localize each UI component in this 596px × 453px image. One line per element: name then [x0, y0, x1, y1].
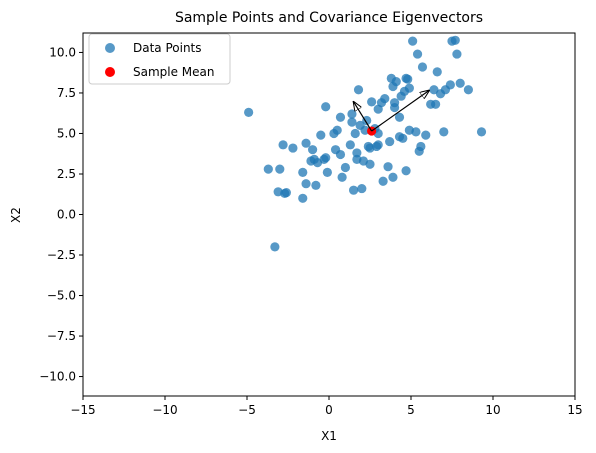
data-point [301, 138, 311, 148]
data-point [311, 180, 321, 190]
data-point [298, 167, 308, 177]
legend-marker-sample-mean [105, 67, 115, 77]
legend-marker-data-points [105, 43, 115, 53]
data-point [373, 140, 383, 150]
data-point [347, 109, 357, 119]
data-point [476, 127, 487, 137]
data-point [270, 242, 280, 252]
y-tick-label: 5.0 [57, 126, 76, 140]
x-tick-label: 15 [567, 403, 582, 417]
x-tick-label: 5 [407, 403, 415, 417]
data-point [450, 35, 460, 45]
y-axis-label: X2 [9, 207, 23, 223]
data-point [416, 141, 426, 152]
data-point [408, 36, 418, 46]
data-point [411, 127, 421, 137]
x-tick-label: −15 [70, 403, 95, 417]
data-point [432, 67, 442, 77]
data-point [301, 179, 311, 189]
data-point [353, 85, 364, 95]
legend-label-data-points: Data Points [133, 41, 202, 55]
data-point [385, 136, 395, 147]
y-tick-label: 0.0 [57, 208, 76, 222]
x-tick-label: −10 [152, 403, 177, 417]
y-tick-label: −5.0 [47, 289, 76, 303]
y-tick-label: −7.5 [47, 329, 76, 343]
data-point [417, 62, 428, 72]
data-point [352, 148, 362, 158]
data-point [431, 99, 441, 109]
data-point [362, 115, 372, 126]
data-point [404, 83, 414, 93]
data-point [388, 172, 398, 182]
data-point [350, 128, 360, 139]
data-point [394, 112, 405, 122]
data-point [321, 153, 331, 163]
eigenvector-arrow-2 [354, 102, 373, 132]
data-point [345, 140, 355, 150]
data-point [316, 130, 326, 140]
legend: Data Points Sample Mean [88, 33, 231, 85]
chart-title: Sample Points and Covariance Eigenvector… [175, 10, 483, 26]
data-point [332, 125, 342, 135]
data-point [367, 97, 377, 107]
x-tick-label: 0 [325, 403, 333, 417]
data-point [308, 145, 318, 155]
y-tick-label: 2.5 [57, 167, 76, 181]
x-tick-label: 10 [485, 403, 500, 417]
data-point [288, 143, 298, 153]
data-point [403, 74, 413, 84]
data-point [357, 183, 367, 194]
legend-label-sample-mean: Sample Mean [133, 65, 215, 79]
data-point [439, 127, 449, 137]
x-axis-label: X1 [321, 429, 337, 443]
data-point [280, 188, 290, 199]
data-point [412, 49, 423, 59]
data-point [401, 166, 411, 176]
y-tick-label: 10.0 [49, 45, 76, 59]
data-point [244, 107, 254, 118]
data-point [452, 49, 462, 59]
data-point [365, 159, 375, 169]
y-tick-label: −10.0 [39, 370, 76, 384]
data-point [445, 80, 455, 90]
data-point [337, 172, 347, 182]
eigenvector-arrow-1 [371, 91, 429, 132]
data-point [421, 130, 431, 140]
data-point [321, 102, 331, 112]
y-tick-label: −2.5 [47, 248, 76, 262]
data-point [275, 164, 285, 174]
x-tick-label: −5 [238, 403, 256, 417]
plot-area [244, 35, 487, 252]
data-point [335, 149, 346, 160]
data-point [340, 162, 350, 173]
data-point [455, 78, 465, 88]
data-point [380, 94, 390, 104]
data-point [398, 133, 408, 143]
data-point [391, 77, 401, 87]
data-point [322, 167, 332, 177]
y-tick-label: 7.5 [57, 86, 76, 100]
data-point [429, 85, 439, 95]
data-point [347, 117, 357, 127]
data-point [463, 85, 473, 95]
plot-frame [82, 32, 576, 397]
data-point [349, 185, 359, 195]
data-point [335, 112, 346, 122]
data-point [278, 140, 288, 150]
axes-ticks: −15 −10 −5 0 5 10 15 −10.0 −7.5 −5.0 −2.5 0.0 2.5 5.0… [39, 45, 582, 417]
data-point [263, 164, 273, 174]
legend-box [88, 33, 231, 85]
data-point [390, 98, 400, 108]
data-point [298, 193, 308, 203]
data-point [383, 162, 393, 172]
data-point [378, 176, 388, 186]
